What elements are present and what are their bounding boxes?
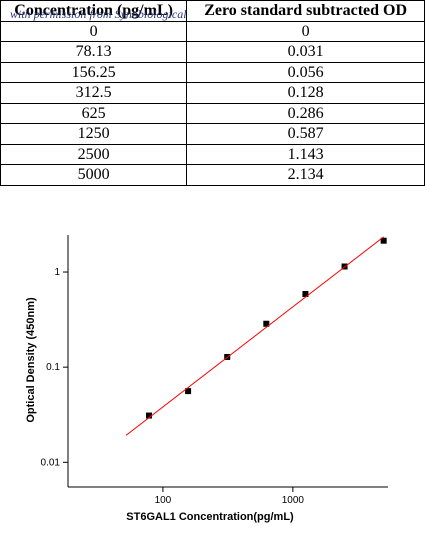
table-cell: 2500	[0, 143, 188, 165]
chart: ST6GAL1 Concentration(pg/mL) Optical Den…	[25, 235, 388, 523]
table-cell: 0.128	[186, 82, 425, 104]
table-cell: 0.056	[186, 61, 425, 83]
header-cell: Concentration (pg/mL)	[0, 0, 188, 22]
table-cell: 2.134	[186, 164, 425, 186]
table-cell: 0	[0, 20, 188, 42]
data-point	[145, 412, 152, 419]
table-row: 5000 2.134	[0, 164, 425, 186]
table-cell: 1.143	[186, 143, 425, 165]
table-cell: 0.286	[186, 102, 425, 124]
data-point	[185, 388, 192, 395]
data-point	[302, 291, 309, 298]
data-point	[263, 320, 270, 327]
y-tick-label: 0.1	[46, 362, 60, 373]
y-tick-label: 0.01	[41, 457, 61, 468]
table-cell: 0.587	[186, 123, 425, 145]
x-tick-label: 100	[155, 495, 172, 506]
table-row: 1250 0.587	[0, 123, 425, 145]
table-row: 78.13 0.031	[0, 41, 425, 63]
fit-line	[125, 236, 384, 436]
data-table: Concentration (pg/mL) Zero standard subt…	[0, 0, 425, 186]
table-cell: 5000	[0, 164, 188, 186]
table-cell: 0	[186, 20, 425, 42]
header-cell: Zero standard subtracted OD	[186, 0, 425, 22]
table-cell: 1250	[0, 123, 188, 145]
table-cell: 156.25	[0, 61, 188, 83]
watermark: with permission from Synobiological	[10, 7, 187, 21]
x-tick-label: 1000	[282, 495, 305, 506]
table-row: 312.5 0.128	[0, 82, 425, 104]
table-cell: 625	[0, 102, 188, 124]
table-row: 2500 1.143	[0, 143, 425, 165]
data-point	[380, 237, 387, 244]
y-tick-label: 1	[54, 267, 60, 278]
table-row: 625 0.286	[0, 102, 425, 124]
y-axis-label: Optical Density (450nm)	[25, 297, 37, 423]
table-cell: 312.5	[0, 82, 188, 104]
table-cell: 0.031	[186, 41, 425, 63]
table-row: 156.25 0.056	[0, 61, 425, 83]
x-axis-label: ST6GAL1 Concentration(pg/mL)	[126, 511, 294, 523]
table-cell: 78.13	[0, 41, 188, 63]
